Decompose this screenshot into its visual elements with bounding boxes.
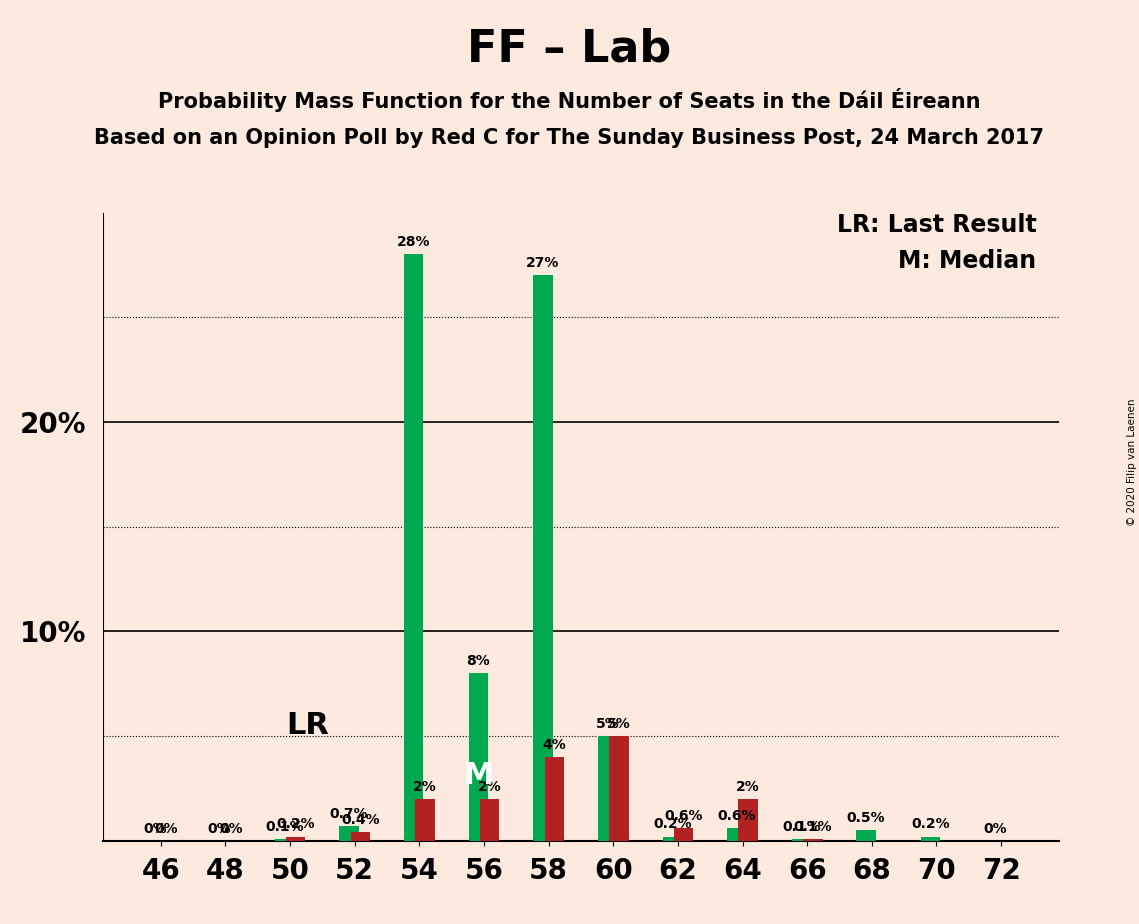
Text: 0.2%: 0.2%: [911, 818, 950, 832]
Bar: [609, 736, 629, 841]
Text: © 2020 Filip van Laenen: © 2020 Filip van Laenen: [1126, 398, 1137, 526]
Text: 0.5%: 0.5%: [846, 811, 885, 825]
Bar: [921, 836, 941, 841]
Text: 28%: 28%: [396, 236, 431, 249]
Text: 0%: 0%: [984, 821, 1007, 835]
Bar: [738, 799, 757, 841]
Bar: [404, 254, 424, 841]
Bar: [674, 828, 694, 841]
Text: 8%: 8%: [466, 654, 490, 668]
Bar: [803, 839, 822, 841]
Bar: [416, 799, 435, 841]
Bar: [351, 833, 370, 841]
Bar: [468, 674, 487, 841]
Text: 0.6%: 0.6%: [664, 809, 703, 823]
Bar: [274, 839, 294, 841]
Text: Probability Mass Function for the Number of Seats in the Dáil Éireann: Probability Mass Function for the Number…: [158, 88, 981, 112]
Text: 0.1%: 0.1%: [782, 820, 821, 833]
Text: 0%: 0%: [144, 821, 166, 835]
Bar: [544, 757, 564, 841]
Bar: [598, 736, 617, 841]
Text: 4%: 4%: [542, 738, 566, 752]
Bar: [857, 831, 876, 841]
Text: 0%: 0%: [219, 821, 243, 835]
Text: 0.1%: 0.1%: [265, 820, 304, 833]
Bar: [286, 836, 305, 841]
Text: Based on an Opinion Poll by Red C for The Sunday Business Post, 24 March 2017: Based on an Opinion Poll by Red C for Th…: [95, 128, 1044, 148]
Bar: [480, 799, 499, 841]
Text: 0%: 0%: [208, 821, 231, 835]
Text: 0.2%: 0.2%: [277, 818, 316, 832]
Text: FF – Lab: FF – Lab: [467, 28, 672, 71]
Text: 0.1%: 0.1%: [794, 820, 833, 833]
Text: 0.7%: 0.7%: [329, 807, 368, 821]
Bar: [339, 826, 359, 841]
Text: LR: Last Result: LR: Last Result: [837, 213, 1036, 237]
Bar: [727, 828, 746, 841]
Text: 27%: 27%: [526, 256, 559, 270]
Bar: [792, 839, 811, 841]
Bar: [663, 836, 682, 841]
Text: 2%: 2%: [736, 780, 760, 794]
Text: 2%: 2%: [413, 780, 437, 794]
Text: 0.4%: 0.4%: [341, 813, 379, 827]
Text: 5%: 5%: [596, 717, 620, 731]
Text: 0.2%: 0.2%: [653, 818, 691, 832]
Text: 2%: 2%: [477, 780, 501, 794]
Text: 0%: 0%: [155, 821, 178, 835]
Text: M: Median: M: Median: [899, 249, 1036, 274]
Text: 0.6%: 0.6%: [718, 809, 756, 823]
Text: 5%: 5%: [607, 717, 631, 731]
Text: LR: LR: [286, 711, 329, 740]
Bar: [533, 275, 552, 841]
Text: M: M: [464, 761, 493, 790]
